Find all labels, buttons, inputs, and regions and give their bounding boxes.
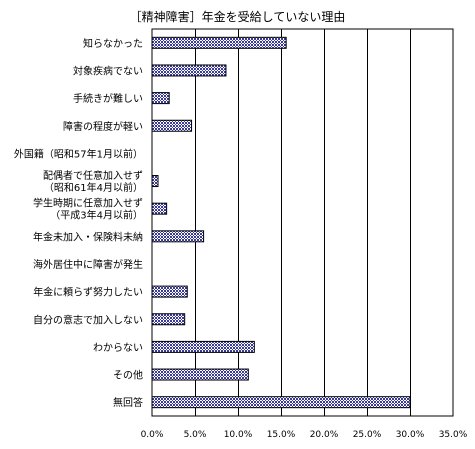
- chart-title: ［精神障害］年金を受給していない理由: [129, 10, 346, 24]
- category-label: その他: [113, 369, 143, 382]
- category-label: 対象疾病でない: [73, 64, 143, 77]
- x-tick-label: 5.0%: [184, 430, 207, 440]
- x-tick-label: 0.0%: [141, 430, 164, 440]
- category-label: 知らなかった: [83, 37, 143, 50]
- bar: [151, 36, 287, 49]
- category-label-line: 年金に頼らず努力したい: [33, 286, 143, 299]
- category-label: 障害の程度が軽い: [63, 120, 143, 133]
- bar: [151, 368, 249, 381]
- category-label-line: 知らなかった: [83, 37, 143, 50]
- category-label-line: わからない: [93, 342, 143, 354]
- category-label: 海外居住中に障害が発生: [33, 258, 143, 271]
- category-label-line: 手続きが難しい: [73, 92, 143, 105]
- category-label-line: 配偶者で任意加入せず: [43, 169, 143, 182]
- category-label: 配偶者で任意加入せず（昭和61年4月以前）: [43, 169, 143, 194]
- category-label-line: （平成3年4月以前）: [50, 209, 143, 222]
- bar: [151, 202, 168, 215]
- bar: [151, 92, 170, 105]
- x-tick-label: 15.0%: [267, 430, 296, 440]
- category-label: 年金未加入・保険料未納: [33, 230, 143, 243]
- bar: [151, 285, 188, 298]
- category-label-line: 学生時期に任意加入せず: [33, 197, 143, 210]
- category-label: 学生時期に任意加入せず（平成3年4月以前）: [33, 197, 143, 222]
- bar: [151, 313, 186, 326]
- category-label-line: 障害の程度が軽い: [63, 120, 143, 133]
- plot-frame: [151, 28, 454, 417]
- bar: [151, 64, 227, 77]
- category-label-line: 外国籍（昭和57年1月以前）: [14, 147, 143, 160]
- x-tick-label: 30.0%: [396, 430, 425, 440]
- category-label: 年金に頼らず努力したい: [33, 286, 143, 299]
- category-label-line: 対象疾病でない: [73, 64, 143, 77]
- bar: [151, 119, 193, 132]
- category-label: 自分の意志で加入しない: [33, 313, 143, 326]
- x-tick-label: 20.0%: [310, 430, 339, 440]
- x-tick-label: 10.0%: [224, 430, 253, 440]
- category-label: 手続きが難しい: [73, 92, 143, 105]
- category-label: 外国籍（昭和57年1月以前）: [14, 147, 143, 160]
- x-tick-label: 25.0%: [353, 430, 382, 440]
- x-tick-label: 35.0%: [439, 430, 468, 440]
- bar: [151, 396, 411, 409]
- category-label: 無回答: [113, 396, 143, 409]
- bar: [151, 230, 205, 243]
- category-label: わからない: [93, 342, 143, 354]
- category-label-line: 無回答: [113, 396, 143, 409]
- category-label-line: 海外居住中に障害が発生: [33, 258, 143, 271]
- bar: [151, 175, 159, 188]
- category-label-line: 自分の意志で加入しない: [33, 313, 143, 326]
- category-label-line: その他: [113, 369, 143, 382]
- category-label-line: 年金未加入・保険料未納: [33, 230, 143, 243]
- category-label-line: （昭和61年4月以前）: [44, 181, 143, 194]
- bar: [151, 340, 255, 353]
